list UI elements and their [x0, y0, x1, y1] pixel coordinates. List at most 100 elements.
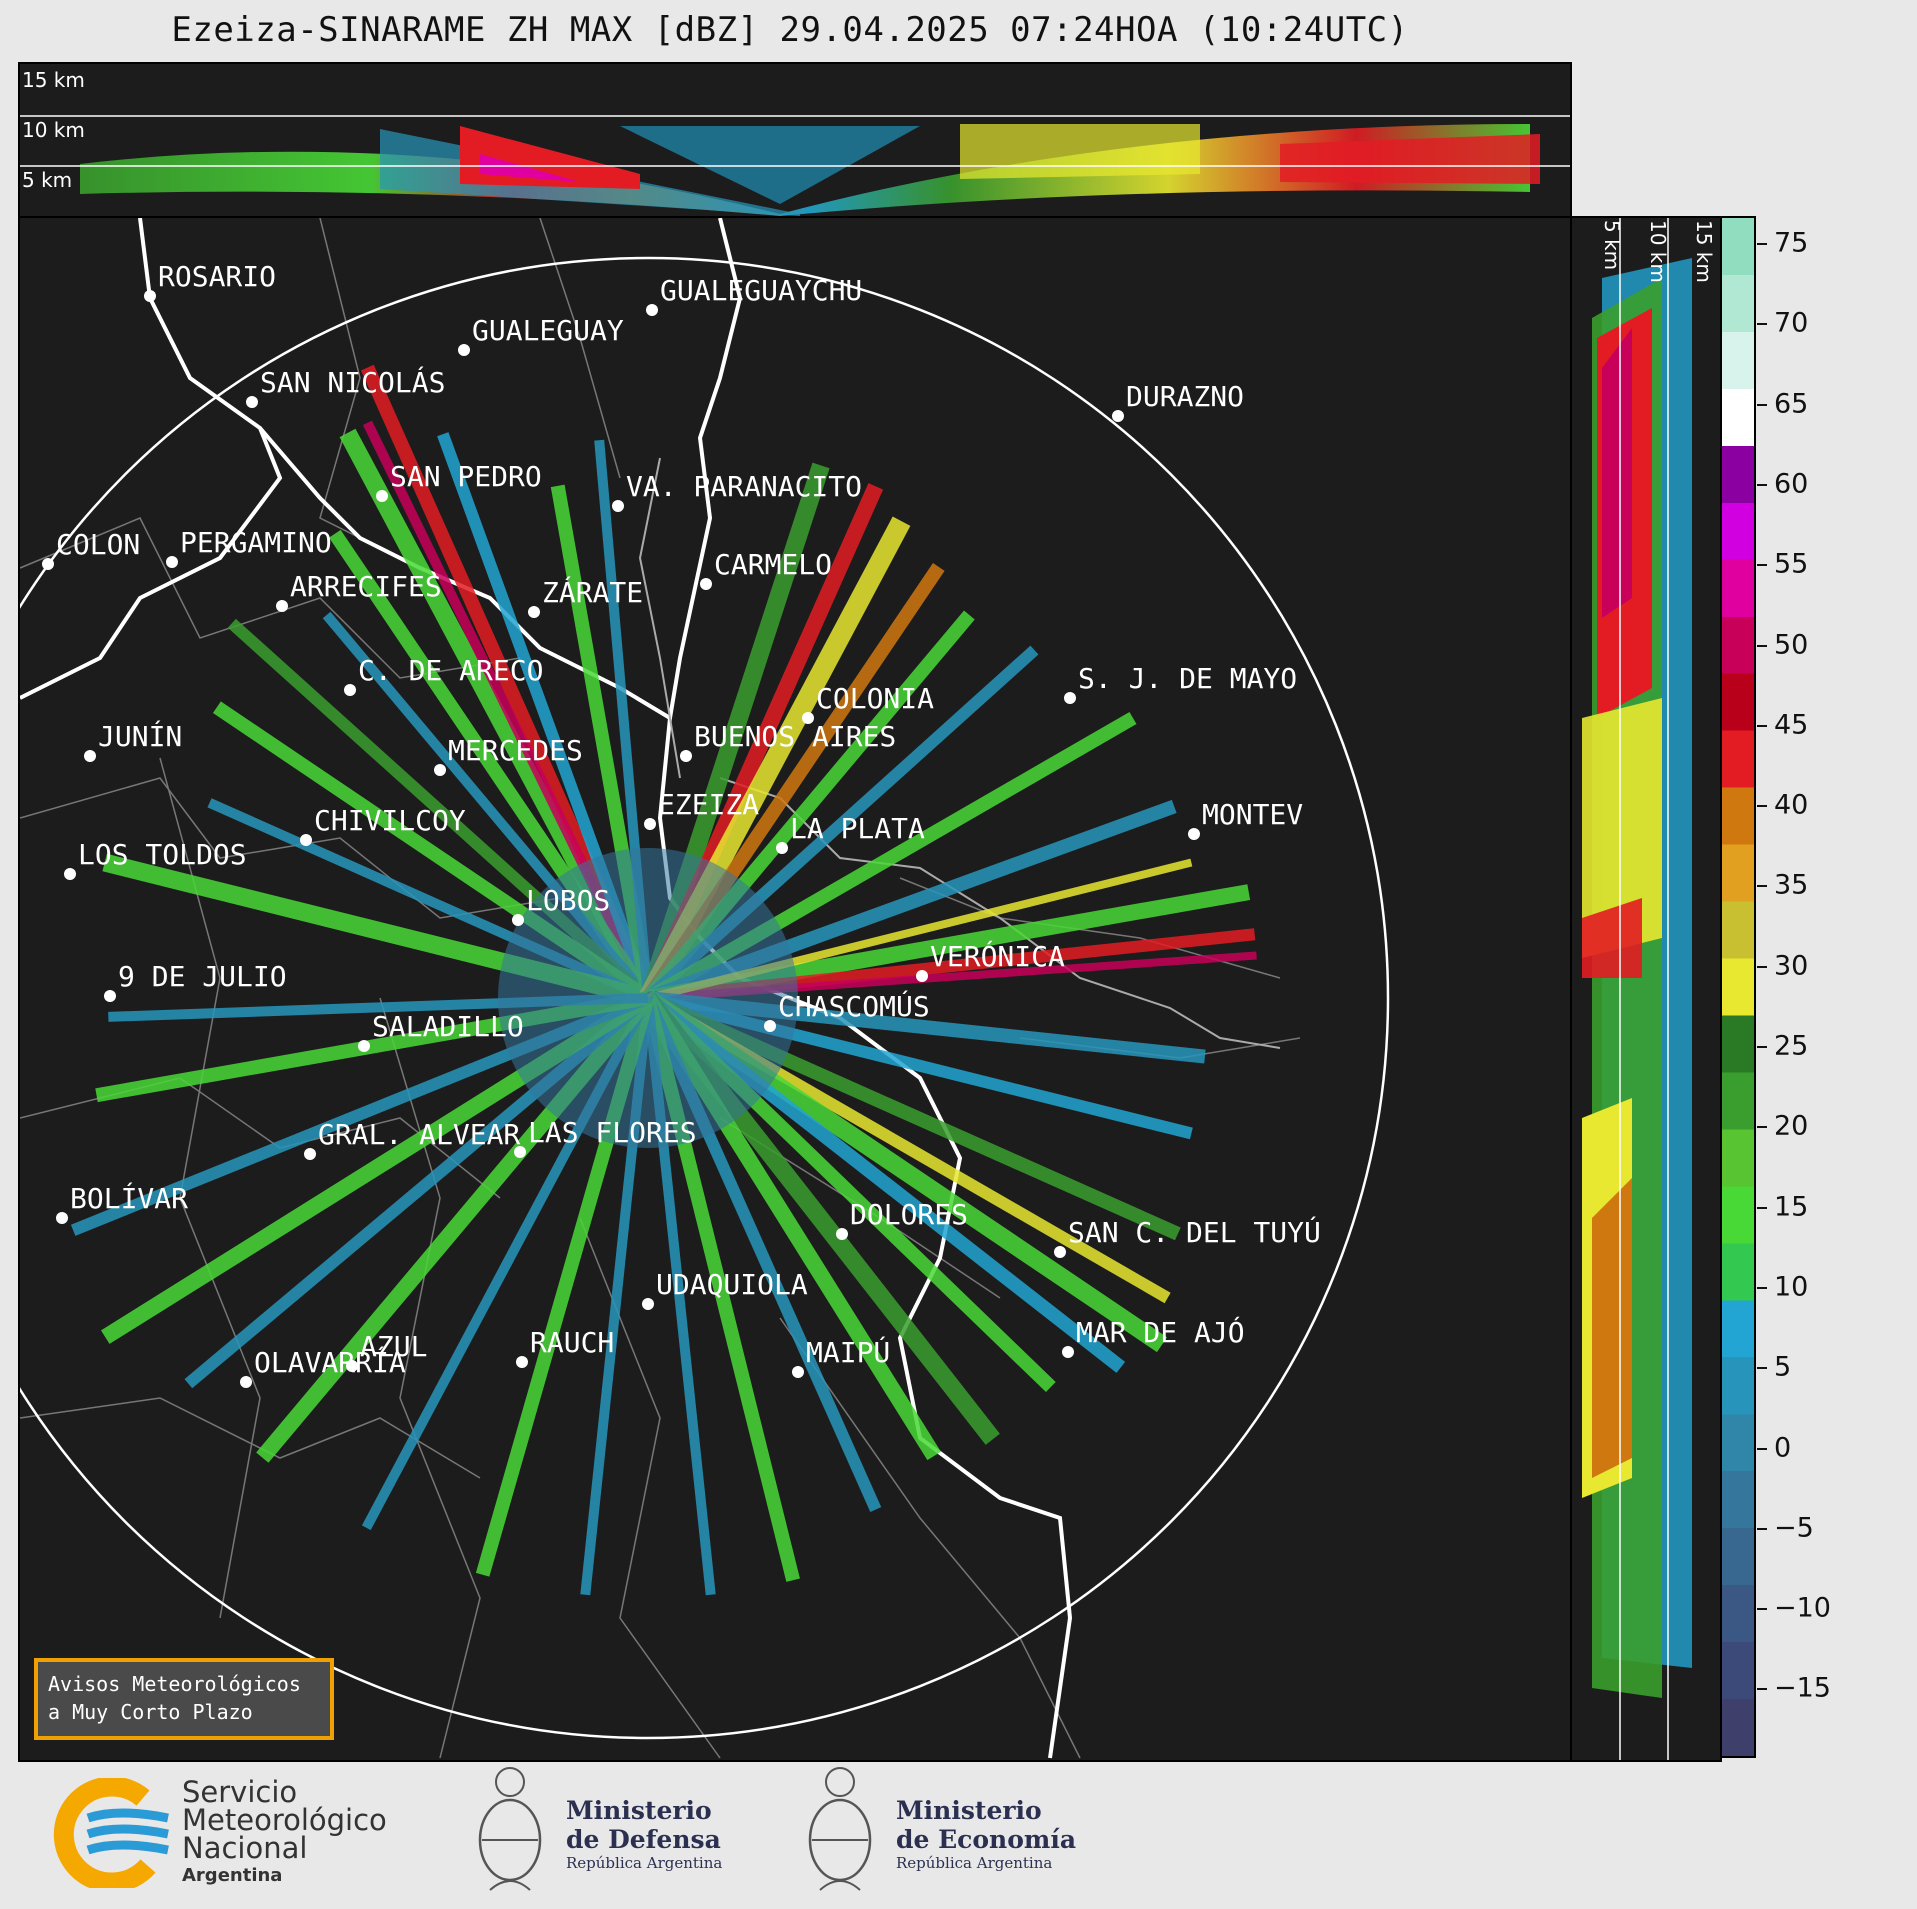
- colorbar-tick-label: −5: [1774, 1512, 1814, 1544]
- city-dot: [1054, 1246, 1066, 1258]
- city-dot: [64, 868, 76, 880]
- colorbar-tick: [1757, 885, 1767, 888]
- city-label: COLONIA: [816, 682, 934, 715]
- colorbar-tick: [1757, 965, 1767, 968]
- colorbar-tick-label: −15: [1774, 1672, 1831, 1704]
- city-dot: [246, 396, 258, 408]
- city-dot: [642, 1298, 654, 1310]
- city-label: GUALEGUAY: [472, 314, 624, 347]
- coat-of-arms-icon: [478, 1767, 542, 1891]
- city-dot: [304, 1148, 316, 1160]
- city-dot: [344, 684, 356, 696]
- colorbar-tick: [1757, 1688, 1767, 1691]
- city-label: OLAVARRÍA: [254, 1345, 406, 1379]
- city-label: JUNÍN: [98, 719, 182, 753]
- side-cross-section-svg: [1582, 218, 1692, 1760]
- city-dot: [346, 1360, 358, 1372]
- city-dot: [434, 764, 446, 776]
- city-label: 9 DE JULIO: [118, 960, 287, 993]
- city-dot: [42, 558, 54, 570]
- avisos-line2: a Muy Corto Plazo: [48, 1700, 253, 1724]
- side-alt-label-5km: 5 km: [1600, 220, 1624, 271]
- colorbar-tick: [1757, 1608, 1767, 1611]
- city-dot: [612, 500, 624, 512]
- city-label: GRAL. ALVEAR: [318, 1118, 520, 1151]
- city-dot: [644, 818, 656, 830]
- colorbar-tick: [1757, 1447, 1767, 1450]
- city-dot: [802, 712, 814, 724]
- avisos-box[interactable]: Avisos Meteorológicos a Muy Corto Plazo: [34, 1658, 334, 1740]
- colorbar-tick-label: 15: [1774, 1191, 1809, 1223]
- side-cross-section: 5 km 10 km 15 km: [1570, 216, 1722, 1762]
- defensa-logo[interactable]: Ministerio de Defensa República Argentin…: [470, 1762, 750, 1902]
- colorbar-tick-label: −10: [1774, 1592, 1831, 1624]
- city-label: LA PLATA: [790, 812, 925, 845]
- city-dot: [764, 1020, 776, 1032]
- colorbar-tick: [1757, 1046, 1767, 1048]
- city-label: ARRECIFES: [290, 570, 442, 603]
- city-dot: [680, 750, 692, 762]
- city-dot: [528, 606, 540, 618]
- range-ring: [20, 256, 1390, 1740]
- colorbar-tick: [1757, 1527, 1767, 1530]
- colorbar-tick-label: 40: [1774, 789, 1809, 821]
- city-label: BUENOS AIRES: [694, 720, 896, 753]
- city-label: BOLÍVAR: [70, 1181, 188, 1215]
- chart-title: Ezeiza-SINARAME ZH MAX [dBZ] 29.04.2025 …: [171, 10, 1409, 50]
- city-label: MAR DE AJÓ: [1076, 1315, 1245, 1349]
- city-dot: [1112, 410, 1124, 422]
- economia-logo[interactable]: Ministerio de Economía República Argenti…: [800, 1762, 1100, 1902]
- city-dot: [700, 578, 712, 590]
- city-label: VA. PARANACITO: [626, 470, 862, 503]
- city-dot: [358, 1040, 370, 1052]
- city-label: SAN NICOLÁS: [260, 365, 445, 399]
- side-alt-label-15km: 15 km: [1692, 220, 1716, 283]
- city-dot: [458, 344, 470, 356]
- city-label: DURAZNO: [1126, 380, 1244, 413]
- economia-line1: Ministerio: [896, 1796, 1042, 1825]
- city-label: PERGAMINO: [180, 526, 332, 559]
- city-dot: [512, 914, 524, 926]
- city-dot: [646, 304, 658, 316]
- city-dot: [84, 750, 96, 762]
- top-cross-section: 15 km 10 km 5 km: [18, 62, 1572, 218]
- colorbar-tick-label: 70: [1774, 307, 1809, 339]
- city-dot: [240, 1376, 252, 1388]
- colorbar-tick-label: 50: [1774, 629, 1809, 660]
- colorbar-tick-label: 10: [1774, 1271, 1809, 1303]
- city-dot: [276, 600, 288, 612]
- smn-line3: Nacional: [182, 1831, 308, 1865]
- city-dot: [144, 290, 156, 302]
- colorbar-tick: [1757, 483, 1767, 486]
- top-alt-label-10km: 10 km: [22, 118, 85, 142]
- city-dot: [776, 842, 788, 854]
- colorbar-tick: [1757, 644, 1767, 647]
- city-dot: [56, 1212, 68, 1224]
- city-dot: [300, 834, 312, 846]
- colorbar-tick-label: 0: [1774, 1432, 1792, 1463]
- city-label: SAN C. DEL TUYÚ: [1068, 1215, 1321, 1249]
- city-label: CARMELO: [714, 548, 832, 581]
- colorbar-tick: [1757, 1367, 1767, 1370]
- city-dot: [166, 556, 178, 568]
- top-alt-label-15km: 15 km: [22, 68, 85, 92]
- city-dot: [916, 970, 928, 982]
- city-dot: [516, 1356, 528, 1368]
- city-label: MAIPÚ: [806, 1335, 890, 1369]
- city-label: EZEIZA: [658, 788, 759, 821]
- defensa-sub: República Argentina: [566, 1854, 723, 1872]
- city-dot: [836, 1228, 848, 1240]
- coat-of-arms-icon: [808, 1767, 872, 1891]
- colorbar-tick: [1757, 805, 1767, 808]
- radar-map[interactable]: ROSARIO GUALEGUAYCHU GUALEGUAY SAN NICOLÁS D…: [18, 216, 1572, 1762]
- city-label: MONTEV: [1202, 798, 1303, 831]
- city-label: GUALEGUAYCHU: [660, 274, 862, 307]
- top-cross-section-svg: [20, 115, 1570, 216]
- smn-logo[interactable]: Servicio Meteorológico Nacional Argentin…: [48, 1778, 418, 1888]
- colorbar-tick-label: 60: [1774, 468, 1809, 500]
- city-dot: [1188, 828, 1200, 840]
- colorbar-tick-label: 5: [1774, 1351, 1792, 1383]
- smn-line1: Servicio: [182, 1775, 298, 1809]
- colorbar-tick: [1757, 403, 1767, 406]
- colorbar-tick-label: 55: [1774, 548, 1809, 580]
